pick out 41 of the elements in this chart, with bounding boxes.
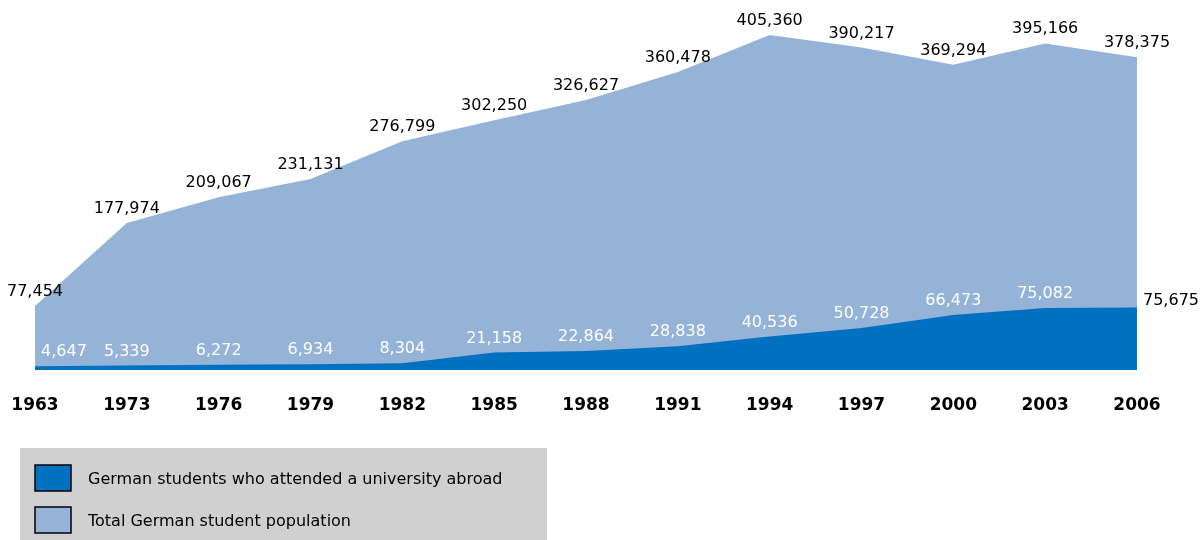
data-label: 6,272	[195, 339, 242, 359]
data-label: 360,478	[644, 47, 711, 67]
x-tick-label: 1997	[837, 394, 886, 414]
data-label: 5,339	[103, 340, 150, 360]
data-label: 75,082	[1017, 282, 1074, 302]
data-label: 177,974	[93, 197, 160, 217]
data-label: 75,675	[1143, 290, 1199, 310]
x-tick-label: 1991	[654, 394, 702, 414]
x-tick-label: 1982	[378, 394, 426, 414]
data-label: 77,454	[7, 280, 63, 300]
data-label: 50,728	[833, 303, 890, 323]
data-label: 40,536	[741, 311, 798, 331]
x-tick-label: 1976	[195, 394, 243, 414]
x-tick-label: 2000	[929, 394, 978, 414]
data-label: 326,627	[552, 75, 620, 95]
data-label: 22,864	[558, 326, 614, 346]
data-label: 209,067	[185, 172, 252, 192]
legend-label: German students who attended a university abroad	[88, 469, 503, 488]
data-label: 405,360	[736, 10, 803, 29]
data-label: 21,158	[466, 327, 523, 347]
x-tick-label: 1979	[286, 394, 335, 414]
x-tick-label: 1994	[746, 394, 794, 414]
data-label: 231,131	[277, 153, 344, 173]
data-label: 302,250	[461, 95, 528, 115]
data-label: 276,799	[369, 116, 436, 136]
data-label: 28,838	[649, 321, 706, 341]
legend-label: Total German student population	[87, 511, 351, 530]
data-label: 6,934	[287, 339, 334, 359]
data-label: 4,647	[41, 341, 87, 361]
data-label: 66,473	[925, 290, 982, 310]
x-tick-label: 2006	[1113, 394, 1161, 414]
x-tick-label: 1985	[470, 394, 518, 414]
x-tick-label: 1973	[103, 394, 151, 414]
x-tick-label: 1963	[11, 394, 59, 414]
data-label: 390,217	[828, 22, 895, 42]
data-label: 395,166	[1012, 18, 1079, 38]
x-tick-label: 1988	[562, 394, 610, 414]
x-tick-label: 2003	[1021, 394, 1069, 414]
data-label: 8,304	[379, 338, 426, 358]
data-label: 378,375	[1103, 32, 1171, 52]
data-label: 369,294	[920, 39, 987, 59]
